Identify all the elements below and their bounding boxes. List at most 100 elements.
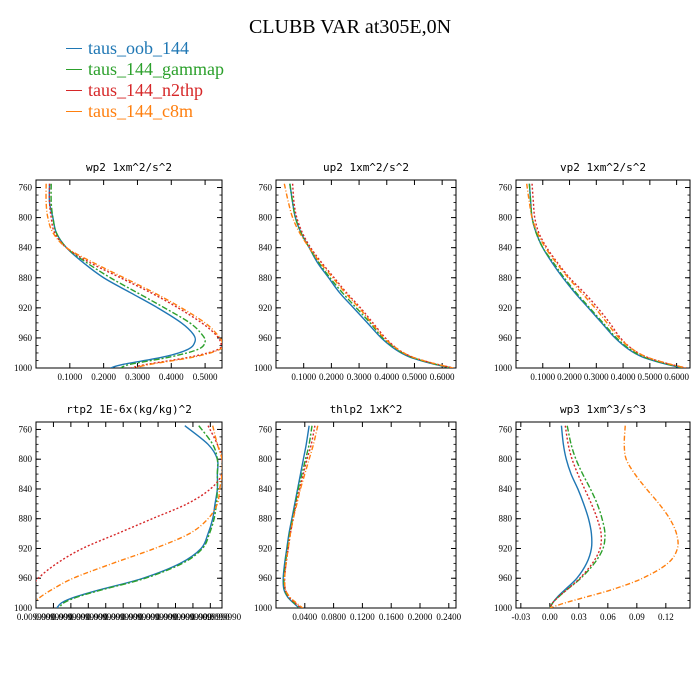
y-tick-label: 880	[499, 273, 513, 283]
x-tick-label: 0.0099990	[156, 612, 195, 622]
series-line-taus_144_gammap	[549, 425, 606, 608]
series-line-taus_oob_144	[48, 183, 197, 368]
panel-frame	[275, 421, 457, 609]
x-tick-label: 0.1200	[350, 612, 375, 622]
y-tick-label: 840	[499, 243, 513, 253]
panel-5: thlp2 1xK^2 760 800 840 880 920 960 1000 0.0400 0…	[254, 403, 462, 622]
x-tick-label: 0.4000	[159, 372, 184, 382]
y-tick-label: 1000	[494, 363, 513, 373]
x-tick-label: 0.2000	[557, 372, 582, 382]
series-line-taus_144_gammap	[283, 425, 313, 608]
x-tick-label: 0.0099990	[191, 612, 230, 622]
y-tick-label: 1000	[254, 363, 273, 373]
panel-1: wp2 1xm^2/s^2 760 800 840 880 920 960 1000 0.100…	[14, 161, 223, 382]
panel-frame	[515, 421, 691, 609]
y-tick-label: 800	[259, 454, 273, 464]
x-tick-label: 0.5000	[402, 372, 427, 382]
y-tick-label: 800	[19, 213, 33, 223]
legend-line-swatch	[66, 111, 82, 112]
x-tick-label: 0.0099990	[104, 612, 143, 622]
x-tick-label: 0.1000	[530, 372, 555, 382]
y-tick-label: 920	[19, 303, 33, 313]
series-line-taus_144_gammap	[58, 425, 219, 608]
y-tick-label: 1000	[14, 603, 33, 613]
x-tick-label: 0.0099990	[34, 612, 73, 622]
y-tick-label: 880	[19, 273, 33, 283]
y-tick-label: 960	[499, 573, 513, 583]
y-tick-label: 920	[499, 543, 513, 553]
legend-label: taus_oob_144	[88, 38, 189, 58]
y-tick-label: 760	[19, 183, 33, 193]
series-line-taus_144_c8m	[549, 425, 679, 608]
y-tick-label: 960	[19, 333, 33, 343]
series-line-taus_144_n2thp	[48, 183, 222, 368]
legend-entry: taus_144_n2thp	[66, 80, 224, 101]
x-tick-label: 0.1000	[291, 372, 316, 382]
y-tick-label: 920	[499, 303, 513, 313]
legend-label: taus_144_gammap	[88, 59, 224, 79]
series-line-taus_144_c8m	[526, 183, 687, 368]
series-line-taus_144_c8m	[283, 183, 454, 368]
panel-title: vp2 1xm^2/s^2	[560, 161, 646, 174]
y-tick-label: 920	[259, 303, 273, 313]
x-tick-label: 0.00	[542, 612, 558, 622]
series-line-taus_144_gammap	[528, 183, 684, 368]
series-line-taus_144_n2thp	[531, 183, 687, 368]
y-tick-label: 1000	[254, 603, 273, 613]
y-tick-label: 960	[499, 333, 513, 343]
y-tick-label: 760	[499, 183, 513, 193]
y-tick-label: 800	[19, 454, 33, 464]
y-tick-label: 880	[19, 514, 33, 524]
y-tick-label: 840	[499, 484, 513, 494]
panel-title: thlp2 1xK^2	[330, 403, 403, 416]
x-tick-label: 0.1000	[57, 372, 82, 382]
x-tick-label: 0.0099990	[203, 612, 242, 622]
x-tick-label: 0.5000	[193, 372, 218, 382]
y-tick-label: 880	[259, 514, 273, 524]
y-tick-label: 880	[259, 273, 273, 283]
series-line-taus_144_n2thp	[36, 425, 222, 583]
y-tick-label: 800	[499, 213, 513, 223]
x-tick-label: 0.5000	[637, 372, 662, 382]
legend: taus_oob_144 taus_144_gammap taus_144_n2…	[66, 38, 224, 122]
legend-line-swatch	[66, 90, 82, 91]
x-tick-label: 0.09	[629, 612, 645, 622]
panel-frame	[515, 179, 691, 369]
legend-label: taus_144_n2thp	[88, 80, 203, 100]
y-tick-label: 840	[19, 484, 33, 494]
x-tick-label: 0.4000	[611, 372, 636, 382]
y-tick-label: 760	[259, 183, 273, 193]
legend-label: taus_144_c8m	[88, 101, 193, 121]
y-tick-label: 880	[499, 514, 513, 524]
x-tick-label: 0.12	[658, 612, 674, 622]
legend-entry: taus_144_c8m	[66, 101, 224, 122]
panel-frame	[35, 179, 223, 369]
x-tick-label: 0.1600	[379, 612, 404, 622]
panel-title: wp3 1xm^3/s^3	[560, 403, 646, 416]
series-line-taus_oob_144	[282, 425, 310, 608]
x-tick-label: 0.0099990	[174, 612, 213, 622]
legend-entry: taus_oob_144	[66, 38, 224, 59]
x-tick-label: 0.6000	[664, 372, 689, 382]
y-tick-label: 760	[499, 424, 513, 434]
x-tick-label: 0.03	[571, 612, 587, 622]
x-tick-label: 0.0099990	[52, 612, 91, 622]
x-tick-label: 0.2000	[408, 612, 433, 622]
y-tick-label: 1000	[494, 603, 513, 613]
panel-title: rtp2 1E-6x(kg/kg)^2	[66, 403, 192, 416]
x-tick-label: 0.0400	[292, 612, 317, 622]
y-tick-label: 760	[19, 424, 33, 434]
x-tick-label: 0.3000	[125, 372, 150, 382]
x-tick-label: -0.03	[511, 612, 530, 622]
panel-2: up2 1xm^2/s^2 760 800 840 880 920 960 1000 0.100…	[254, 161, 457, 382]
x-tick-label: 0.0099990	[87, 612, 126, 622]
y-tick-label: 960	[19, 573, 33, 583]
x-tick-label: 0.0099990	[122, 612, 161, 622]
y-tick-label: 960	[259, 573, 273, 583]
y-tick-label: 840	[19, 243, 33, 253]
x-tick-label: 0.6000	[430, 372, 455, 382]
panel-4: rtp2 1E-6x(kg/kg)^2 760 800 840 880 920 960 100…	[14, 403, 242, 622]
series-line-taus_144_gammap	[289, 183, 453, 368]
series-line-taus_oob_144	[528, 183, 683, 368]
chart-title: CLUBB VAR at305E,0N	[248, 16, 452, 38]
